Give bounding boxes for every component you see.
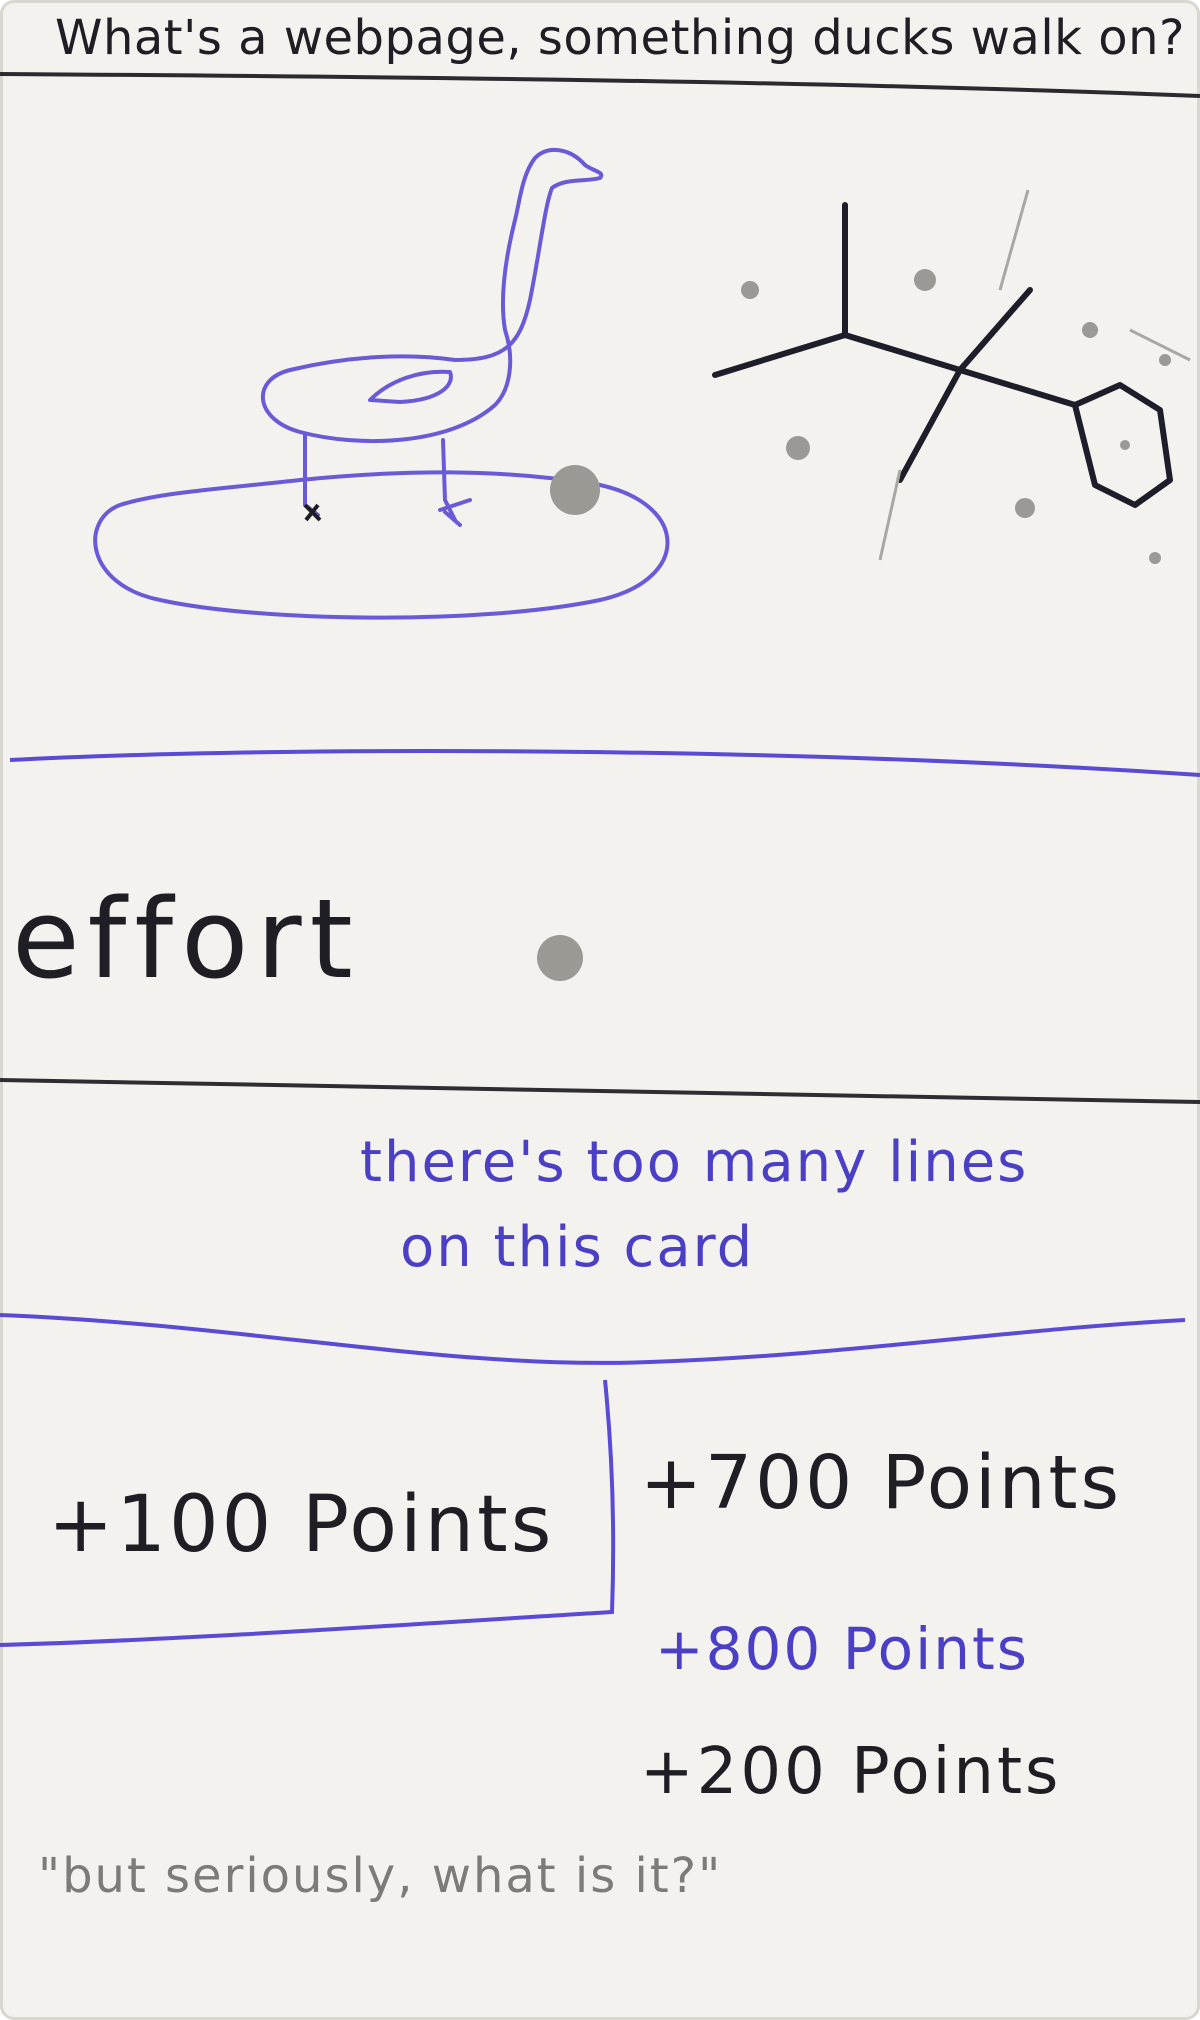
points-200: +200 Points xyxy=(640,1735,1062,1809)
title-underline xyxy=(0,72,1200,98)
duck-sketch-icon xyxy=(93,148,670,620)
pond-outline xyxy=(93,470,670,620)
molecule-pencil-lines xyxy=(878,189,1191,561)
rivet-dot-effort xyxy=(537,935,583,981)
points-left: +100 Points xyxy=(48,1480,555,1570)
rivet-dot-icons xyxy=(537,269,1171,981)
points-800: +800 Points xyxy=(655,1615,1029,1683)
duck-leg-left xyxy=(303,433,320,517)
duck-body xyxy=(261,148,604,443)
points-box xyxy=(0,1379,616,1647)
note-line-1: there's too many lines xyxy=(360,1130,1029,1195)
duck-leg-right xyxy=(441,438,457,522)
duck-foot-right xyxy=(438,498,472,527)
molecule-sketch-icon xyxy=(712,202,1173,508)
blue-divider-2 xyxy=(0,1313,1186,1365)
duck-wing xyxy=(368,369,453,404)
duck-foot-mark xyxy=(303,503,322,522)
card-title: What's a webpage, something ducks walk o… xyxy=(55,10,1185,66)
blue-divider-1 xyxy=(9,749,1200,777)
effort-label: effort xyxy=(12,875,361,1003)
points-700: +700 Points xyxy=(640,1440,1123,1526)
rivet-dot-duck xyxy=(550,465,600,515)
note-line-2: on this card xyxy=(400,1215,755,1280)
dark-divider xyxy=(0,1078,1200,1104)
caption-seriously: "but seriously, what is it?" xyxy=(38,1848,723,1904)
